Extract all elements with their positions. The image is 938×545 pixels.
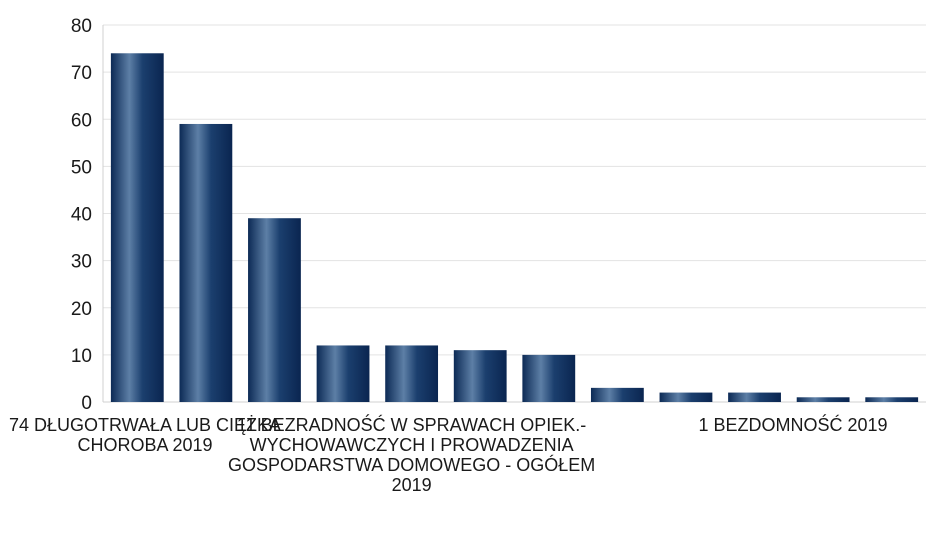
y-tick-label: 40 (71, 205, 92, 226)
bar (248, 218, 301, 402)
gridlines (103, 24, 926, 356)
bar (728, 392, 781, 402)
bars (110, 53, 919, 403)
bar (796, 397, 850, 402)
bar (110, 53, 164, 403)
y-tick-label: 0 (81, 393, 92, 414)
bar (865, 397, 919, 402)
y-tick-label: 50 (71, 157, 92, 178)
y-tick-label: 80 (71, 16, 92, 37)
y-axis: 0 10 20 30 40 50 60 70 80 (71, 16, 926, 414)
bar (659, 392, 713, 402)
bar (316, 345, 370, 402)
y-tick-label: 60 (71, 110, 92, 131)
bar (590, 387, 644, 402)
x-category-label: 74 DŁUGOTRWAŁA LUB CIĘŻKA CHOROBA 2019 (8, 415, 282, 455)
y-tick-label: 30 (71, 252, 92, 273)
bar (453, 350, 507, 402)
x-category-label: 1 BEZDOMNOŚĆ 2019 (698, 415, 888, 435)
y-tick-label: 10 (71, 346, 92, 367)
y-tick-label: 20 (71, 299, 92, 320)
bar (179, 123, 233, 403)
y-tick-label: 70 (71, 63, 92, 84)
bar (385, 345, 439, 402)
bar (522, 354, 576, 402)
x-category-label: 11 BEZRADNOŚĆ W SPRAWACH OPIEK.-WYCHOWAW… (227, 415, 596, 495)
